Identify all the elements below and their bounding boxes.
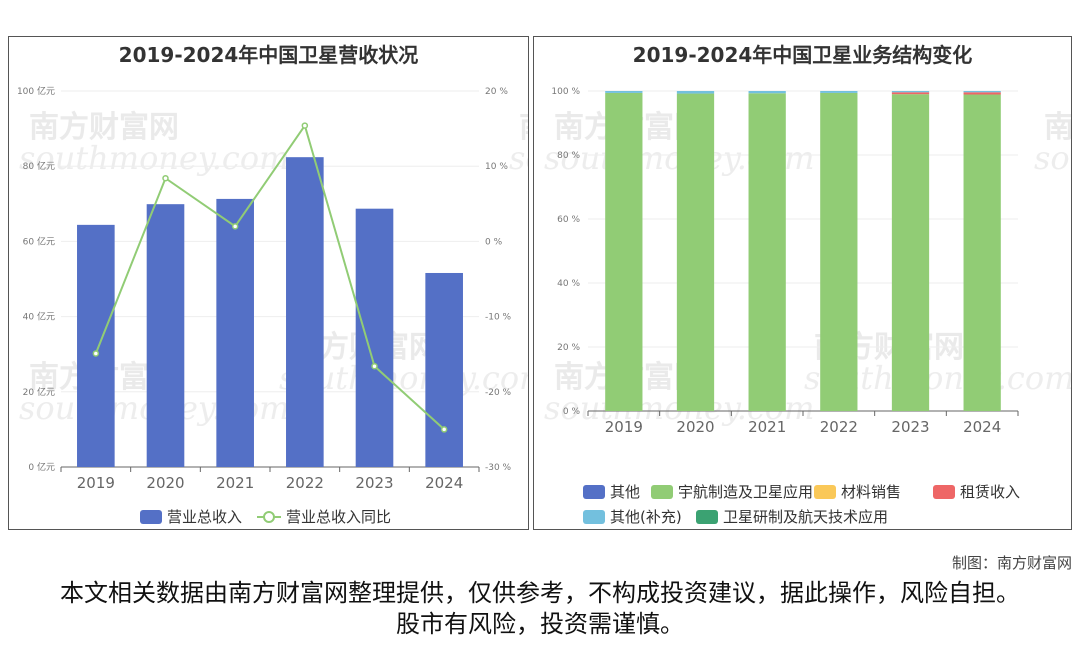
legend-label: 卫星研制及航天技术应用 xyxy=(723,508,888,526)
bar-segment-2019 xyxy=(605,92,643,412)
legend-swatch-revenue xyxy=(140,510,162,524)
structure-chart: 南方财富网southmoney.com南方财富网southmoney.com南方… xyxy=(544,87,1072,526)
bar-2023 xyxy=(355,208,394,468)
watermark-text: 南方财富网 xyxy=(29,110,179,145)
y-tick-label: 20 亿元 xyxy=(23,386,55,398)
bar-segment-2019 xyxy=(605,91,643,93)
bar-2019 xyxy=(77,224,115,467)
watermark-text: 南方财富网 xyxy=(1044,110,1072,145)
x-tick-label: 2019 xyxy=(77,474,115,492)
y-tick-label: 60 亿元 xyxy=(23,235,55,247)
y-tick-label: 20 % xyxy=(557,343,580,353)
legend-label: 材料销售 xyxy=(841,483,901,501)
yoy-point-2022 xyxy=(301,122,309,129)
watermark-text: southmoney.com xyxy=(19,139,289,177)
structure-chart-panel: 南方财富网southmoney.com南方财富网southmoney.com南方… xyxy=(533,36,1072,530)
chart-credit: 制图：南方财富网 xyxy=(951,554,1072,572)
legend-label-revenue: 营业总收入 xyxy=(167,508,242,526)
yoy-point-2024 xyxy=(440,426,448,433)
bar-2021 xyxy=(216,198,254,468)
yoy-point-2021 xyxy=(231,223,239,230)
bar-segment-2021 xyxy=(748,93,786,412)
watermark-text: southmoney.com xyxy=(1034,139,1072,177)
revenue-chart: 南方财富网southmoney.com南方财富网southmoney.com南方… xyxy=(17,85,529,526)
y-tick-label: 40 % xyxy=(557,279,580,289)
y-tick-label: 40 亿元 xyxy=(23,311,55,323)
disclaimer-text: 本文相关数据由南方财富网整理提供，仅供参考，不构成投资建议，据此操作，风险自担。… xyxy=(60,579,1020,638)
y2-tick-label: -10 % xyxy=(485,313,512,323)
x-tick-label: 2023 xyxy=(355,474,393,492)
legend-label-yoy: 营业总收入同比 xyxy=(286,508,391,526)
legend-swatch xyxy=(933,485,955,499)
y-tick-label: 0 % xyxy=(563,407,581,417)
bar-2024 xyxy=(425,272,463,467)
y2-tick-label: -30 % xyxy=(485,463,512,473)
y-tick-label: 60 % xyxy=(557,215,580,225)
y-tick-label: 100 亿元 xyxy=(17,85,55,97)
legend-label: 宇航制造及卫星应用 xyxy=(678,483,813,501)
revenue-chart-title: 2019-2024年中国卫星营收状况 xyxy=(118,43,419,67)
legend-label: 其他(补充) xyxy=(610,508,682,526)
watermark-text: 南方财富网 xyxy=(519,110,529,145)
structure-chart-title: 2019-2024年中国卫星业务结构变化 xyxy=(632,43,973,67)
y2-tick-label: -20 % xyxy=(485,388,512,398)
watermark-text: southmoney.com xyxy=(509,139,529,177)
yoy-line xyxy=(94,123,445,431)
bar-segment-2021 xyxy=(748,91,786,94)
x-tick-label: 2019 xyxy=(605,418,643,436)
bar-segment-2023 xyxy=(891,91,930,93)
y2-tick-label: 10 % xyxy=(485,162,508,172)
x-tick-label: 2024 xyxy=(425,474,463,492)
legend-swatch xyxy=(583,510,605,524)
bar-segment-2020 xyxy=(676,91,715,94)
y-tick-label: 100 % xyxy=(551,87,580,97)
y-tick-label: 80 亿元 xyxy=(23,160,55,172)
legend-label: 其他 xyxy=(610,483,640,501)
y2-tick-label: 20 % xyxy=(485,87,508,97)
x-tick-label: 2020 xyxy=(676,418,714,436)
y-tick-label: 80 % xyxy=(557,151,580,161)
bar-segment-2024 xyxy=(963,92,1001,95)
legend-swatch xyxy=(696,510,718,524)
y2-tick-label: 0 % xyxy=(485,237,503,247)
yoy-point-2020 xyxy=(162,174,169,182)
legend-label: 租赁收入 xyxy=(960,483,1020,501)
yoy-point-2023 xyxy=(371,362,378,370)
x-tick-label: 2021 xyxy=(216,474,254,492)
revenue-chart-panel: 南方财富网southmoney.com南方财富网southmoney.com南方… xyxy=(8,36,529,530)
legend-swatch xyxy=(583,485,605,499)
legend-swatch xyxy=(814,485,836,499)
bar-segment-2024 xyxy=(963,94,1001,411)
x-tick-label: 2022 xyxy=(820,418,858,436)
legend-marker-yoy xyxy=(263,511,275,523)
bar-segment-2023 xyxy=(891,94,930,411)
x-tick-label: 2020 xyxy=(146,474,184,492)
x-tick-label: 2024 xyxy=(963,418,1001,436)
y-tick-label: 0 亿元 xyxy=(28,461,55,473)
bar-segment-2023 xyxy=(891,92,930,95)
bar-segment-2020 xyxy=(676,93,715,411)
bar-segment-2022 xyxy=(820,92,858,412)
x-tick-label: 2023 xyxy=(891,418,929,436)
x-tick-label: 2021 xyxy=(748,418,786,436)
bar-segment-2022 xyxy=(820,91,858,93)
yoy-point-2019 xyxy=(92,350,100,357)
bar-2020 xyxy=(146,204,185,467)
legend-swatch xyxy=(651,485,673,499)
bar-segment-2024 xyxy=(963,91,1001,93)
x-tick-label: 2022 xyxy=(286,474,324,492)
bar-2022 xyxy=(286,157,324,467)
